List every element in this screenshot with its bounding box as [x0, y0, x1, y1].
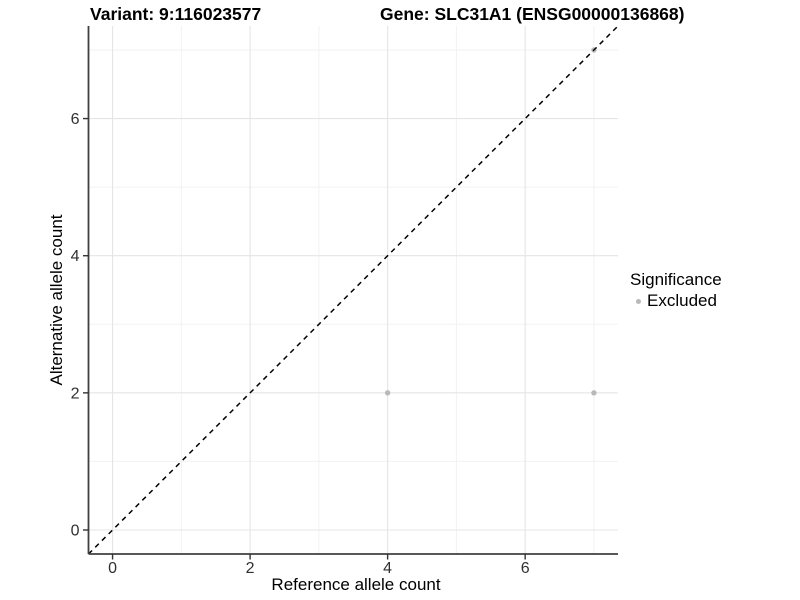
x-tick-label: 6: [521, 560, 530, 577]
legend-entry-excluded: Excluded: [630, 291, 722, 311]
x-tick-label: 0: [108, 560, 117, 577]
y-tick-label: 6: [71, 111, 80, 128]
x-tick-label: 2: [246, 560, 255, 577]
data-point: [384, 390, 391, 396]
y-tick-label: 2: [71, 385, 80, 402]
y-tick-label: 0: [71, 523, 80, 540]
legend-key: [630, 298, 647, 304]
x-axis-title: Reference allele count: [271, 575, 441, 594]
legend-entry-label: Excluded: [647, 291, 717, 310]
x-tick-label: 4: [383, 560, 392, 577]
identity-line: [87, 25, 619, 555]
plot-title-variant: Variant: 9:116023577: [90, 4, 262, 24]
data-point: [591, 390, 597, 396]
legend-title: Significance: [630, 270, 722, 289]
excluded-point-icon: [636, 298, 641, 304]
plot-title-gene: Gene: SLC31A1 (ENSG00000136868): [380, 4, 685, 24]
legend: Significance Excluded: [630, 269, 722, 311]
y-tick-label: 4: [71, 248, 80, 265]
